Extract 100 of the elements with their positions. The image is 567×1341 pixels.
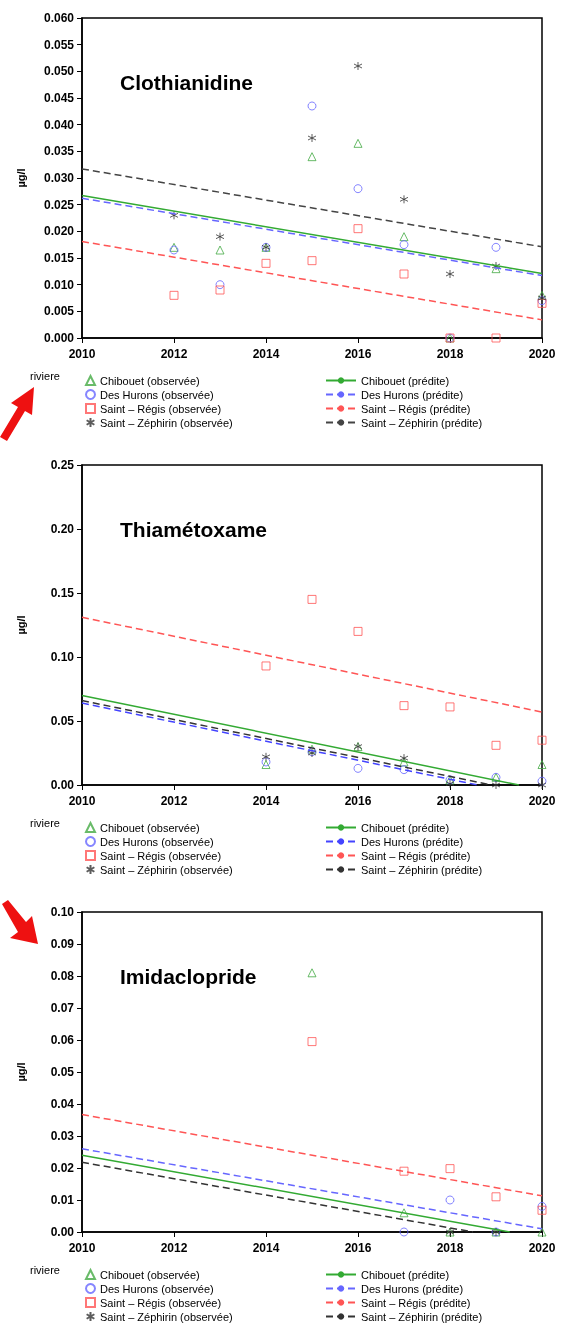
point — [353, 763, 363, 773]
x-tick-label: 2020 — [528, 794, 556, 808]
y-tick-label: 0.015 — [43, 251, 75, 265]
point — [353, 61, 363, 71]
legend-label: Des Hurons (observée) — [100, 388, 214, 401]
point — [215, 245, 225, 255]
x-tick-label: 2010 — [68, 794, 96, 808]
point — [261, 258, 271, 268]
point — [491, 780, 501, 790]
point — [491, 740, 501, 750]
legend-label: Chibouet (observée) — [100, 374, 200, 387]
point — [169, 290, 179, 300]
x-tick-label: 2018 — [436, 1241, 464, 1255]
y-tick-label: 0.06 — [50, 1033, 75, 1047]
legend-title: riviere — [30, 369, 60, 382]
x-tick-label: 2020 — [528, 1241, 556, 1255]
y-tick-label: 0.060 — [43, 11, 75, 25]
point — [491, 242, 501, 252]
point — [353, 138, 363, 148]
y-tick-label: 0.020 — [43, 224, 75, 239]
y-tick-label: 0.10 — [50, 650, 75, 664]
point — [399, 1227, 409, 1237]
legend-label: Saint – Régis (prédite) — [361, 402, 471, 415]
point — [491, 1192, 501, 1202]
point — [399, 194, 409, 204]
x-tick-label: 2012 — [160, 347, 188, 361]
point — [307, 101, 317, 111]
point — [491, 333, 501, 343]
text: Imidaclopride — [120, 965, 257, 988]
y-tick-label: 0.15 — [50, 586, 75, 600]
x-tick-label: 2016 — [344, 1241, 372, 1255]
x-tick-label: 2016 — [344, 794, 372, 808]
x-tick-label: 2012 — [160, 794, 188, 808]
point — [537, 735, 547, 745]
x-tick-label: 2014 — [252, 347, 280, 361]
x-tick-label: 2014 — [252, 794, 280, 808]
legend-title: riviere — [30, 1263, 60, 1276]
y-tick-label: 0.25 — [50, 458, 75, 472]
y-tick-label: 0.09 — [50, 937, 75, 951]
point — [307, 152, 317, 162]
point — [307, 1037, 317, 1047]
y-tick-label: 0.030 — [43, 171, 75, 185]
legend-label: Des Hurons (prédite) — [361, 1282, 464, 1295]
legend-label: Saint – Régis (prédite) — [361, 1296, 471, 1309]
point — [353, 184, 363, 194]
y-tick-label: 0.035 — [43, 144, 75, 159]
y-tick-label: 0.03 — [50, 1129, 75, 1143]
y-tick-label: 0.000 — [43, 331, 75, 345]
point — [215, 285, 225, 295]
y-tick-label: 0.08 — [50, 969, 75, 983]
legend-label: Chibouet (observée) — [100, 821, 200, 834]
point — [445, 779, 455, 789]
y-tick-label: 0.025 — [43, 197, 75, 212]
legend-label: Saint – Zéphirin (observée) — [100, 416, 233, 429]
legend-label: Chibouet (prédite) — [361, 821, 450, 834]
y-tick-label: 0.10 — [50, 905, 75, 919]
legend-label: Saint – Zéphirin (observée) — [100, 1310, 233, 1323]
legend-label: Des Hurons (prédite) — [361, 388, 464, 401]
y-tick-label: 0.20 — [50, 522, 75, 536]
point — [445, 702, 455, 712]
point — [261, 661, 271, 671]
legend-label: Saint – Zéphirin (observée) — [100, 863, 233, 876]
point — [445, 1195, 455, 1205]
point — [537, 760, 547, 770]
y-tick-label: 0.07 — [50, 1001, 75, 1015]
point — [399, 1208, 409, 1218]
point — [399, 765, 409, 775]
point — [261, 752, 271, 762]
x-tick-label: 2018 — [436, 347, 464, 361]
y-tick-label: 0.040 — [43, 117, 75, 132]
y-tick-label: 0.010 — [43, 277, 75, 292]
legend-title: riviere — [30, 816, 60, 829]
x-tick-label: 2018 — [436, 794, 464, 808]
point — [445, 269, 455, 279]
y-tick-label: 0.045 — [43, 91, 75, 105]
y-axis-title: µg/l — [14, 168, 27, 188]
legend-label: Saint – Zéphirin (prédite) — [361, 1310, 483, 1323]
legend-label: Saint – Zéphirin (prédite) — [361, 863, 483, 876]
x-tick-label: 2014 — [252, 1241, 280, 1255]
point — [307, 133, 317, 143]
text: Clothianidine — [120, 71, 253, 94]
legend-label: Saint – Régis (prédite) — [361, 849, 471, 862]
y-tick-label: 0.055 — [43, 37, 75, 52]
y-axis-title: µg/l — [14, 1062, 27, 1082]
legend-label: Des Hurons (observée) — [100, 1282, 214, 1295]
y-tick-label: 0.005 — [43, 304, 75, 319]
point — [215, 280, 225, 290]
legend-label: Des Hurons (prédite) — [361, 835, 464, 848]
legend-label: Saint – Régis (observée) — [100, 1296, 222, 1309]
y-tick-label: 0.04 — [50, 1097, 75, 1111]
point — [353, 626, 363, 636]
legend-label: Chibouet (observée) — [100, 1268, 200, 1281]
legend-label: Chibouet (prédite) — [361, 374, 450, 387]
x-tick-label: 2020 — [528, 347, 556, 361]
y-axis-title: µg/l — [14, 615, 27, 635]
y-tick-label: 0.00 — [50, 778, 75, 792]
y-tick-label: 0.02 — [50, 1161, 75, 1175]
point — [537, 776, 547, 786]
point — [307, 256, 317, 266]
y-tick-label: 0.050 — [43, 64, 75, 79]
